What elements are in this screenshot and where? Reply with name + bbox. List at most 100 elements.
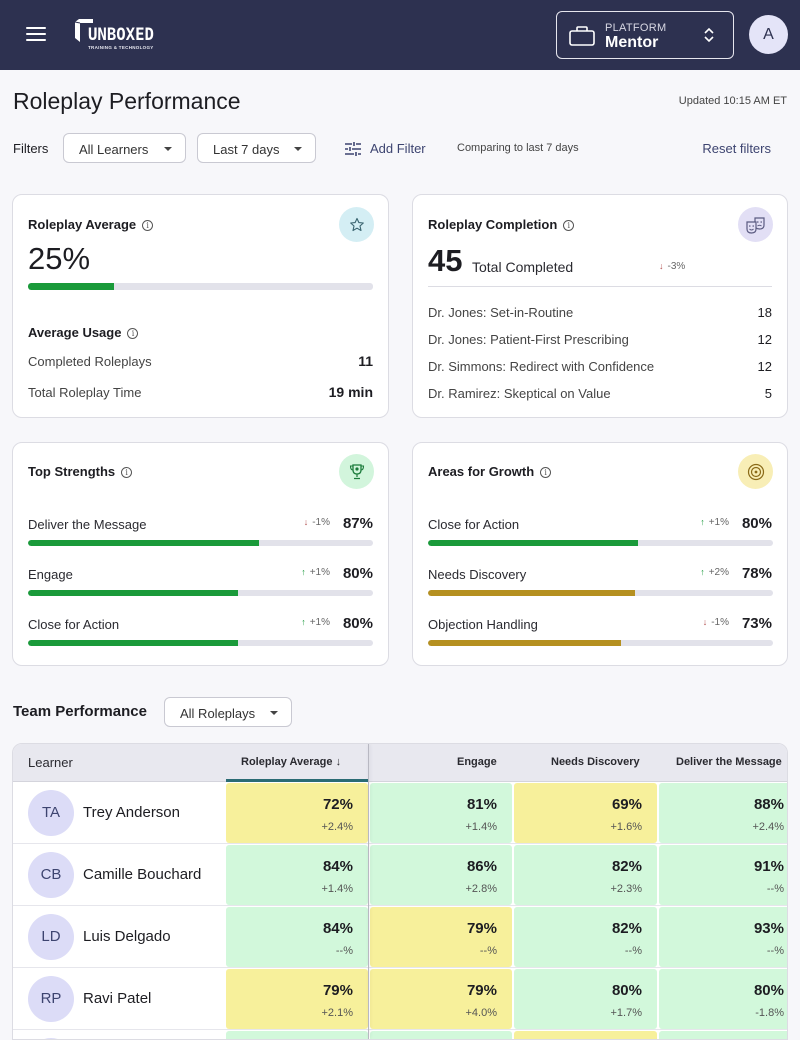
column-header-needs-discovery[interactable]: Needs Discovery <box>551 756 640 768</box>
scenario-label: Dr. Ramirez: Skeptical on Value <box>428 386 611 401</box>
logo-text: UNBOXED <box>88 25 154 45</box>
learner-avatar: TA <box>28 790 74 836</box>
skill-progress-fill <box>28 540 260 546</box>
info-icon[interactable]: i <box>142 220 154 231</box>
score-cell[interactable]: 80% -1.8% <box>659 969 787 1029</box>
period-dropdown[interactable]: Last 7 days <box>197 133 316 163</box>
skill-label: Close for Action <box>428 517 520 532</box>
learner-avatar: LD <box>28 914 74 960</box>
platform-value: Mentor <box>605 34 659 51</box>
score-cell[interactable]: 84% +1.4% <box>226 845 368 905</box>
skill-value: 80% <box>342 615 373 632</box>
skill-value: 73% <box>741 615 772 632</box>
score-cell[interactable] <box>226 1031 368 1039</box>
score-cell[interactable]: 82% +2.3% <box>514 845 657 905</box>
skill-label: Needs Discovery <box>428 567 527 582</box>
score-cell[interactable]: 69% +1.6% <box>514 783 657 843</box>
star-badge <box>339 207 374 242</box>
score-value: 81% <box>466 796 497 813</box>
column-header-learner[interactable]: Learner <box>28 755 73 770</box>
score-value: 84% <box>322 920 353 937</box>
column-header-deliver-the-message[interactable]: Deliver the Message <box>676 756 782 768</box>
score-cell[interactable]: 86% +2.8% <box>370 845 512 905</box>
add-filter-label: Add Filter <box>370 141 426 156</box>
caret-down-icon <box>270 711 278 715</box>
trophy-badge <box>339 454 374 489</box>
score-cell[interactable]: 84% --% <box>226 907 368 967</box>
roleplay-average-title: Roleplay Average i <box>28 217 154 232</box>
usage-row-value: 19 min <box>328 384 373 400</box>
info-icon[interactable]: i <box>121 467 133 478</box>
score-cell[interactable]: 81% +1.4% <box>370 783 512 843</box>
score-value: 93% <box>753 920 784 937</box>
score-value: 91% <box>753 858 784 875</box>
table-row[interactable]: LD Luis Delgado 84% --% 79% --% 82% --% 93% --% <box>13 906 787 968</box>
score-cell[interactable]: 91% --% <box>659 845 787 905</box>
skill-value: 80% <box>342 565 373 582</box>
column-header-roleplay-average[interactable]: Roleplay Average ↓ <box>241 756 342 768</box>
theater-masks-badge <box>738 207 773 242</box>
scenario-label: Dr. Simmons: Redirect with Confidence <box>428 359 655 374</box>
score-cell[interactable]: 93% --% <box>659 907 787 967</box>
skill-delta: ↑ +2% <box>700 567 729 578</box>
logo-subtext: TRAINING & TECHNOLOGY <box>88 45 154 50</box>
learner-name[interactable]: Camille Bouchard <box>83 866 202 883</box>
learner-name[interactable]: Trey Anderson <box>83 804 180 821</box>
score-delta: +2.3% <box>610 883 643 895</box>
skill-label: Objection Handling <box>428 617 538 632</box>
skill-progress-bar <box>428 590 773 596</box>
platform-label: PLATFORM <box>605 22 667 34</box>
skill-progress-bar <box>28 590 373 596</box>
score-value: 82% <box>611 858 642 875</box>
learners-dropdown[interactable]: All Learners <box>63 133 186 163</box>
table-header: Learner Roleplay Average ↓ Engage Needs … <box>13 744 787 782</box>
average-usage-title: Average Usage i <box>28 325 139 340</box>
table-row[interactable]: CB Camille Bouchard 84% +1.4% 86% +2.8% 82% +2.… <box>13 844 787 906</box>
platform-switcher[interactable]: PLATFORM Mentor <box>556 11 734 59</box>
score-delta: +2.8% <box>465 883 498 895</box>
arrow-down-icon: ↓ <box>659 261 664 271</box>
column-header-engage[interactable]: Engage <box>457 756 497 768</box>
skill-progress-bar <box>28 640 373 646</box>
skill-label: Close for Action <box>28 617 120 632</box>
skill-delta: ↑ +1% <box>301 617 330 628</box>
info-icon[interactable]: i <box>563 220 575 231</box>
skill-value: 78% <box>741 565 772 582</box>
score-delta: +1.4% <box>465 821 498 833</box>
score-cell[interactable]: 72% +2.4% <box>226 783 368 843</box>
score-cell[interactable]: 79% --% <box>370 907 512 967</box>
score-cell[interactable] <box>514 1031 657 1039</box>
usage-row-value: 11 <box>358 353 373 369</box>
score-cell[interactable]: 80% +1.7% <box>514 969 657 1029</box>
score-cell[interactable] <box>370 1031 512 1039</box>
score-value: 79% <box>466 920 497 937</box>
table-row[interactable]: RP Ravi Patel 79% +2.1% 79% +4.0% 80% +1.7% 80% -… <box>13 968 787 1030</box>
arrow-up-icon: ↑ <box>301 617 306 627</box>
menu-icon[interactable] <box>26 27 46 43</box>
table-row[interactable] <box>13 1030 787 1039</box>
user-avatar[interactable]: A <box>749 15 788 54</box>
target-icon <box>747 463 764 480</box>
table-row[interactable]: TA Trey Anderson 72% +2.4% 81% +1.4% 69% +1.6% 8… <box>13 782 787 844</box>
roleplay-average-progress-fill <box>28 283 115 290</box>
roleplays-dropdown[interactable]: All Roleplays <box>164 697 292 727</box>
total-completed-value: 45 <box>428 243 463 278</box>
score-cell[interactable] <box>659 1031 787 1039</box>
info-icon[interactable]: i <box>127 328 139 339</box>
learner-name[interactable]: Luis Delgado <box>83 928 171 945</box>
score-cell[interactable]: 82% --% <box>514 907 657 967</box>
skill-progress-bar <box>428 640 773 646</box>
completion-delta: ↓ -3% <box>659 261 686 272</box>
score-cell[interactable]: 79% +4.0% <box>370 969 512 1029</box>
reset-filters-link[interactable]: Reset filters <box>702 141 771 156</box>
score-delta: +1.6% <box>610 821 643 833</box>
score-value: 80% <box>753 982 784 999</box>
learner-name[interactable]: Ravi Patel <box>83 990 152 1007</box>
score-cell[interactable]: 88% +2.4% <box>659 783 787 843</box>
score-value: 79% <box>322 982 353 999</box>
skill-value: 87% <box>342 515 373 532</box>
learners-dropdown-value: All Learners <box>79 142 149 157</box>
score-delta: --% <box>766 945 784 957</box>
score-cell[interactable]: 79% +2.1% <box>226 969 368 1029</box>
info-icon[interactable]: i <box>540 467 552 478</box>
